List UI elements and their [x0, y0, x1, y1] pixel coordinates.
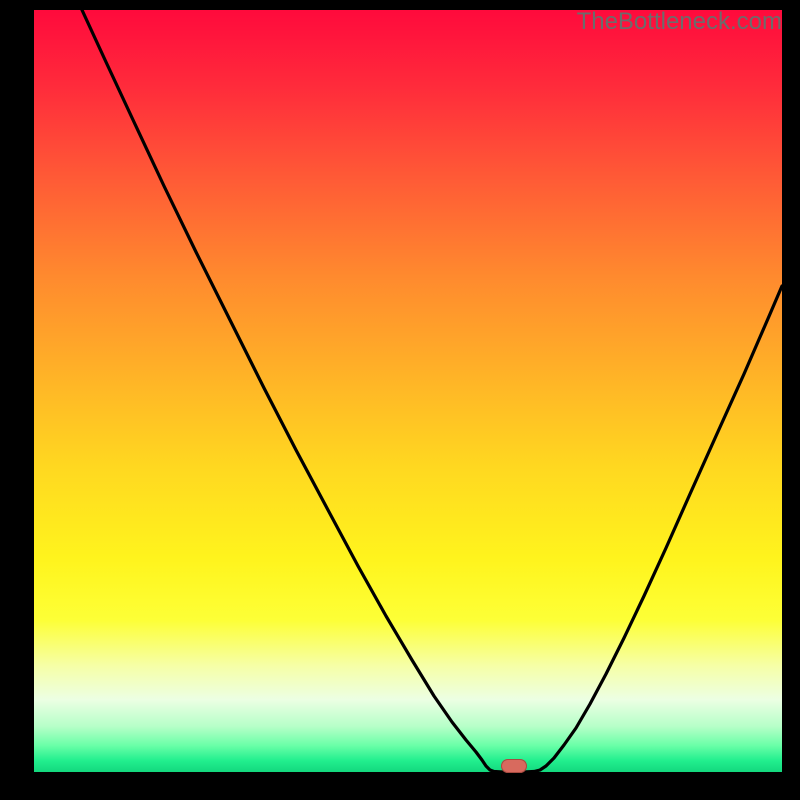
- optimal-marker: [501, 759, 527, 773]
- plot-area: [34, 10, 782, 772]
- watermark-label: TheBottleneck.com: [577, 8, 782, 36]
- bottleneck-curve: [34, 10, 782, 772]
- plot-wrap: TheBottleneck.com: [0, 0, 800, 800]
